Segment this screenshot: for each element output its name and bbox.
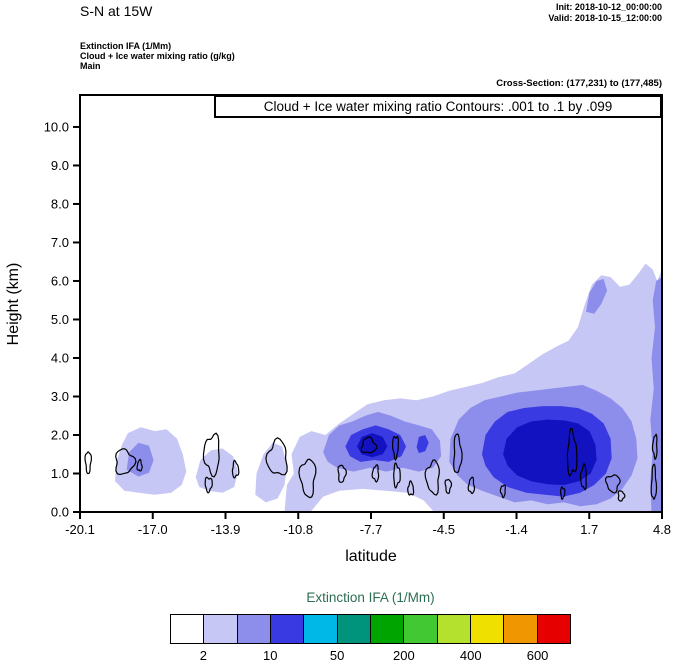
cloud-contour — [204, 476, 213, 494]
colorbar-cell — [336, 614, 371, 644]
y-tick-label: 7.0 — [51, 235, 69, 250]
cloud-contour — [560, 486, 566, 501]
cross-section-note: Cross-Section: (177,231) to (177,485) — [496, 78, 662, 89]
fill-region-level-2 — [416, 435, 429, 454]
colorbar-cell — [269, 614, 305, 644]
page-title: S-N at 15W — [80, 3, 153, 19]
cloud-contour-layer — [84, 427, 658, 502]
x-axis-ticks: -20.1 -17.0 -13.9 -10.8 -7.7 -4.5 -1.4 1.7 4.8 — [65, 512, 671, 537]
fill-region-level-1 — [650, 277, 662, 512]
colorbar-tick-label: 10 — [263, 648, 278, 663]
cloud-contour — [453, 433, 463, 474]
fill-region-level-0 — [255, 442, 287, 503]
colorbar-cell — [436, 614, 471, 644]
extinction-fill-layer — [115, 263, 662, 512]
cloud-contour — [499, 484, 506, 499]
y-tick-label: 6.0 — [51, 273, 69, 288]
cloud-contour — [444, 478, 453, 494]
colorbar-tick-label: 50 — [329, 648, 345, 663]
cloud-contour — [467, 476, 476, 495]
init-valid-block: Init: 2018-10-12_00:00:00 Valid: 2018-10… — [548, 2, 662, 24]
y-tick-label: 0.0 — [51, 505, 69, 520]
colorbar-cell — [236, 614, 271, 644]
colorbar-title: Extinction IFA (1/Mm) — [306, 590, 435, 605]
cloud-contour — [579, 463, 587, 491]
cloud-contour — [84, 451, 93, 475]
cloud-contour — [617, 490, 626, 502]
y-tick-label: 1.0 — [51, 466, 69, 481]
y-axis-ticks: 0.0 1.0 2.0 3.0 4.0 5.0 6.0 7.0 8.0 9.0 10.0 — [44, 119, 80, 520]
fill-region-level-1 — [586, 279, 608, 314]
x-tick-label: -17.0 — [138, 522, 168, 537]
subtitle-extinction: Extinction IFA (1/Mm) — [80, 41, 172, 51]
colorbar-cell — [303, 614, 338, 644]
x-tick-label: -10.8 — [283, 522, 313, 537]
colorbar-cell — [369, 614, 405, 644]
cloud-contour — [115, 448, 137, 476]
colorbar-tick-label: 2 — [199, 648, 208, 663]
cloud-contour — [337, 464, 347, 483]
y-tick-label: 8.0 — [51, 196, 69, 211]
subtitle-block: Extinction IFA (1/Mm) Cloud + Ice water … — [80, 41, 235, 71]
x-tick-label: -4.5 — [433, 522, 455, 537]
colorbar-tick-label: 400 — [459, 648, 482, 663]
cloud-contour — [371, 464, 380, 483]
cloud-contour — [566, 427, 578, 478]
y-axis-label: Height (km) — [5, 262, 22, 346]
colorbar-cell — [403, 614, 438, 644]
subtitle-cloud-ice: Cloud + Ice water mixing ratio (g/kg) — [80, 51, 235, 61]
x-tick-label: -20.1 — [65, 522, 95, 537]
contour-info-box: Cloud + Ice water mixing ratio Contours:… — [214, 95, 662, 118]
cloud-contour — [651, 433, 658, 460]
x-tick-label: -13.9 — [211, 522, 241, 537]
y-tick-label: 4.0 — [51, 350, 69, 365]
cloud-contour — [231, 459, 240, 479]
colorbar-cell — [170, 614, 205, 644]
cross-section-plot: -20.1 -17.0 -13.9 -10.8 -7.7 -4.5 -1.4 1.7 4.8 0.… — [44, 94, 671, 537]
cloud-contour — [202, 432, 220, 478]
subtitle-main: Main — [80, 61, 101, 71]
cloud-contour — [360, 436, 378, 454]
y-tick-label: 2.0 — [51, 427, 69, 442]
colorbar-cell — [503, 614, 538, 644]
cloud-contour — [265, 437, 288, 476]
y-tick-label: 9.0 — [51, 158, 69, 173]
x-tick-label: -1.4 — [505, 522, 527, 537]
y-tick-label: 10.0 — [44, 119, 69, 134]
valid-time: Valid: 2018-10-15_12:00:00 — [548, 13, 662, 23]
fill-region-level-3 — [503, 419, 597, 485]
cloud-contour — [605, 474, 621, 494]
colorbar-cell — [203, 614, 238, 644]
x-tick-label: 4.8 — [653, 522, 671, 537]
cloud-contour — [392, 435, 400, 461]
x-axis-label: latitude — [345, 548, 397, 565]
y-tick-label: 5.0 — [51, 312, 69, 327]
cloud-contour — [650, 463, 658, 500]
colorbar-tick-label: 600 — [526, 648, 549, 663]
x-tick-label: 1.7 — [580, 522, 598, 537]
colorbar-cell — [469, 614, 505, 644]
y-tick-label: 3.0 — [51, 389, 69, 404]
colorbar-labels: 2 10 50 200 400 600 — [170, 648, 571, 664]
cloud-contour — [298, 458, 317, 499]
colorbar-tick-label: 200 — [393, 648, 415, 663]
colorbar — [170, 614, 571, 644]
cloud-contour — [136, 458, 143, 472]
colorbar-cell — [536, 614, 571, 644]
x-tick-label: -7.7 — [360, 522, 382, 537]
cloud-contour — [393, 462, 401, 489]
cloud-contour — [407, 480, 415, 496]
cloud-contour — [424, 459, 440, 496]
init-time: Init: 2018-10-12_00:00:00 — [555, 2, 662, 12]
